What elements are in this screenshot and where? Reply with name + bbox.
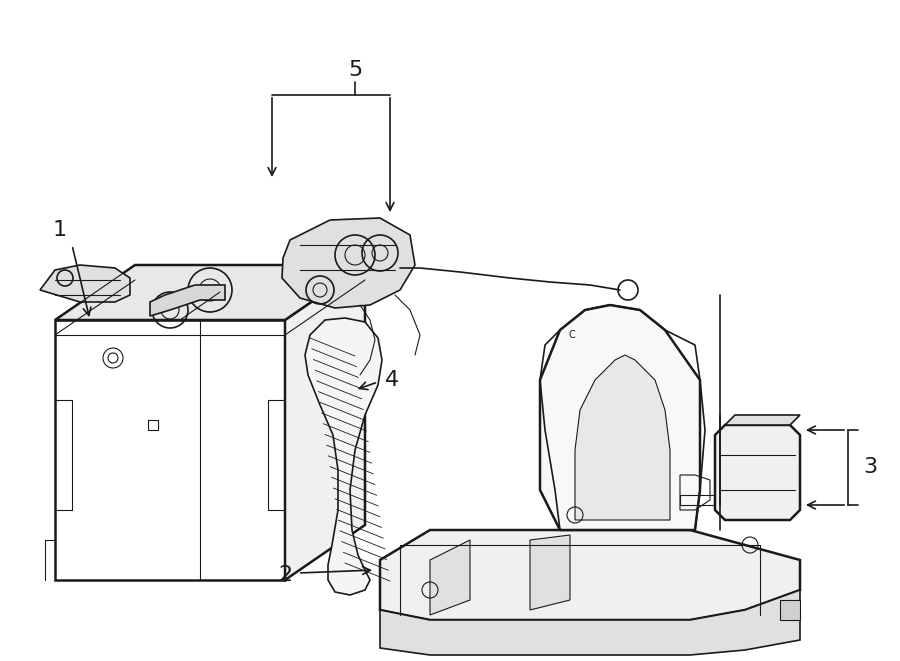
Polygon shape (380, 530, 800, 620)
Text: 4: 4 (385, 370, 399, 390)
Polygon shape (55, 320, 285, 580)
Polygon shape (780, 600, 800, 620)
Polygon shape (530, 535, 570, 610)
Polygon shape (715, 425, 800, 520)
Polygon shape (285, 265, 365, 580)
Polygon shape (150, 285, 225, 316)
Text: 5: 5 (348, 60, 362, 80)
Polygon shape (725, 415, 800, 425)
Polygon shape (55, 265, 365, 320)
Polygon shape (40, 265, 130, 302)
Text: 2: 2 (278, 565, 293, 585)
Text: 1: 1 (53, 220, 68, 240)
Polygon shape (282, 218, 415, 308)
Polygon shape (430, 540, 470, 615)
Polygon shape (305, 318, 382, 595)
Text: C: C (569, 330, 575, 340)
Text: 3: 3 (863, 457, 878, 477)
Polygon shape (540, 305, 700, 530)
Polygon shape (380, 590, 800, 655)
Polygon shape (575, 355, 670, 520)
